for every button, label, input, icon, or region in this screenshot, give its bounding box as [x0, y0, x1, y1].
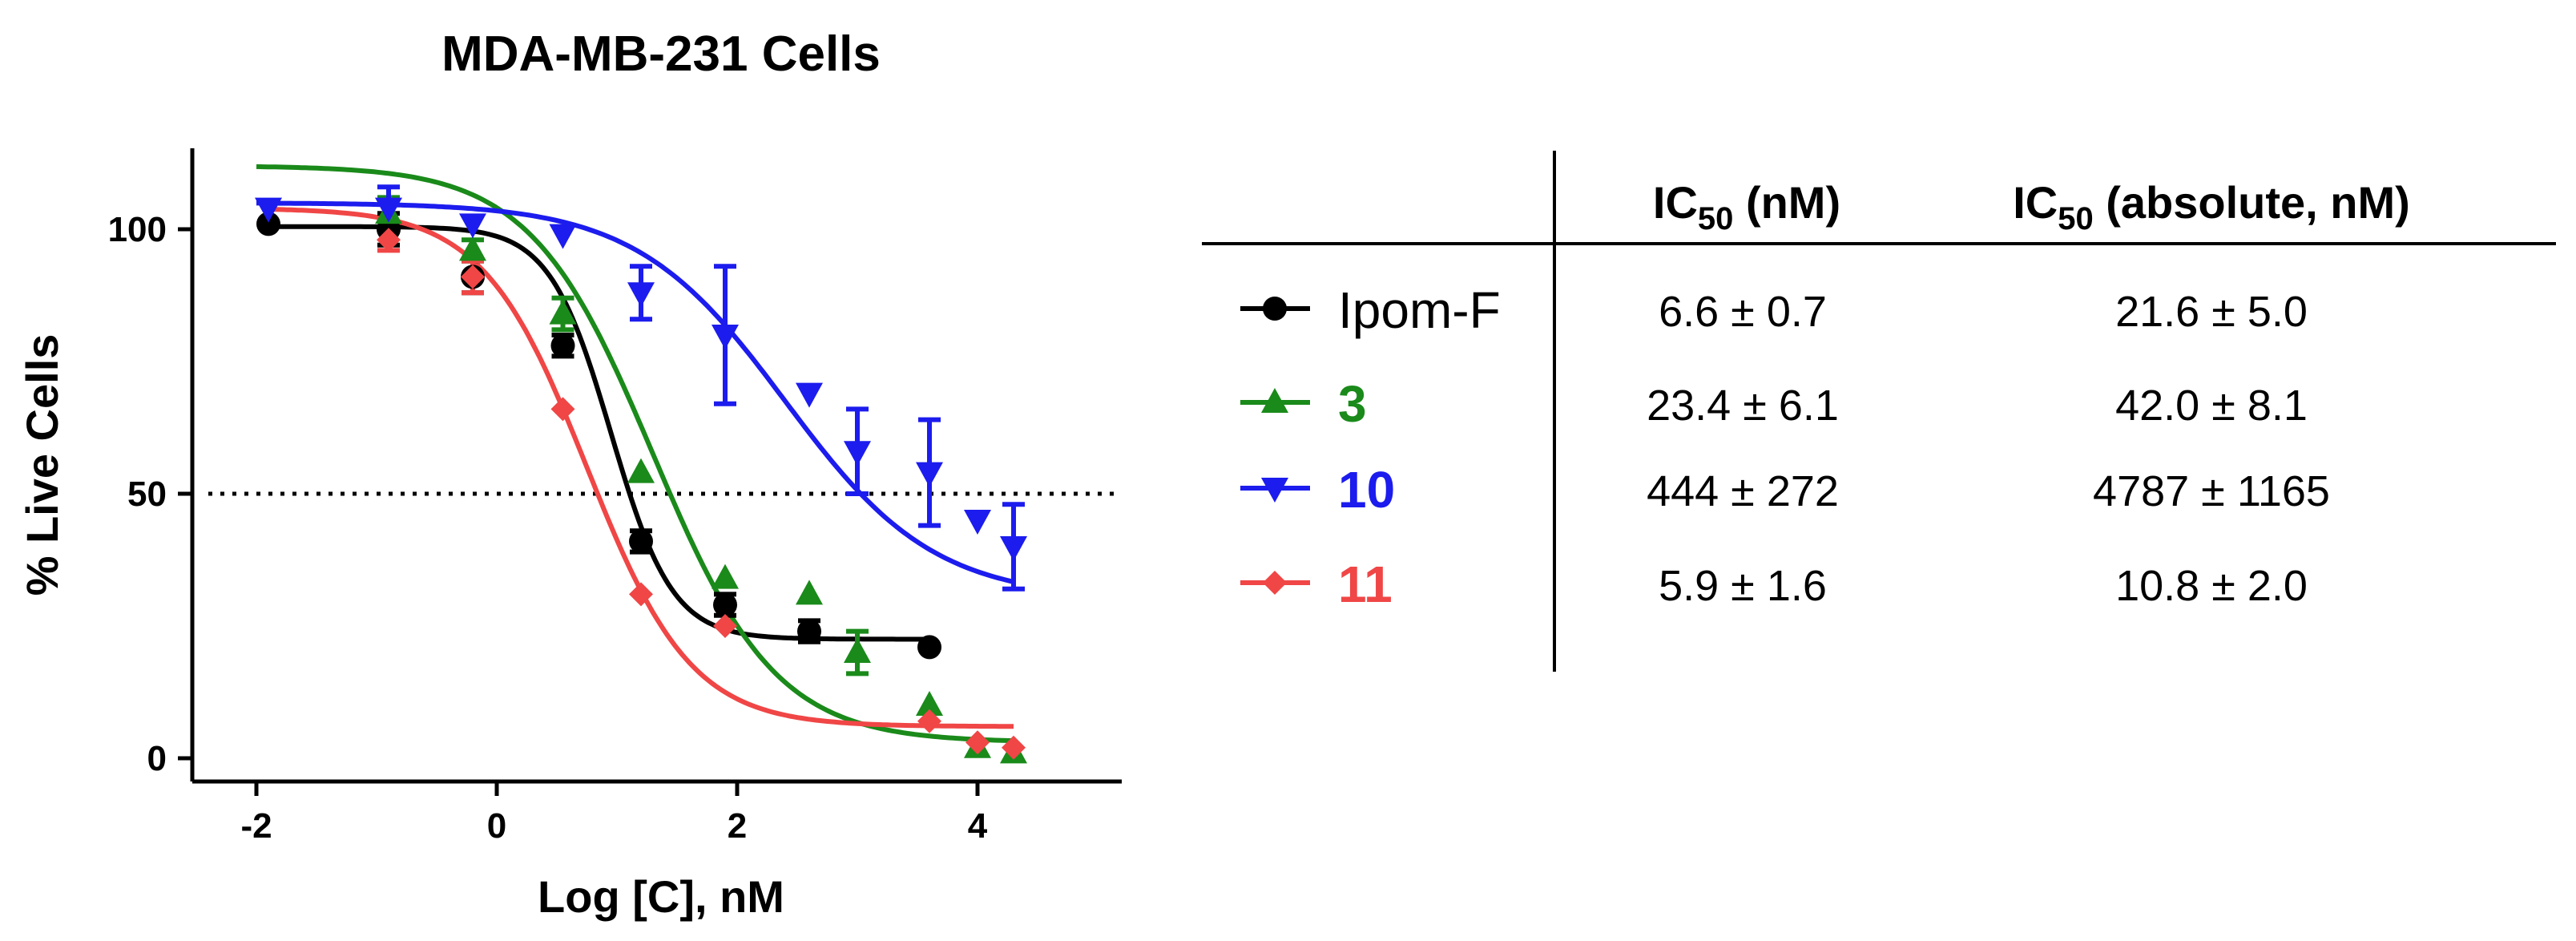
header-abs-sub: 50: [2058, 201, 2094, 236]
y-axis-label: % Live Cells: [17, 334, 67, 596]
legend-row-10: 10 444 ± 272 4787 ± 1165: [1240, 461, 2330, 519]
x-axis-label: Log [C], nM: [538, 871, 784, 922]
data-point-3: [549, 299, 577, 325]
ic50-absolute-value-ipom-f: 21.6 ± 5.0: [2115, 288, 2308, 336]
fit-curve-3: [256, 164, 1014, 744]
x-tick-label: 0: [487, 806, 506, 846]
legend-row-ipom-f: Ipom-F 6.6 ± 0.7 21.6 ± 5.0: [1240, 281, 2308, 339]
data-point-3: [712, 563, 739, 589]
ic50-value-ipom-f: 6.6 ± 0.7: [1659, 288, 1827, 336]
data-point-3: [844, 638, 871, 663]
legend-label-10: 10: [1338, 461, 1395, 519]
data-point-10: [796, 382, 823, 408]
data-point-11: [629, 582, 653, 607]
legend-row-11: 11 5.9 ± 1.6 10.8 ± 2.0: [1240, 555, 2308, 613]
x-tick-label: -2: [240, 806, 272, 846]
y-tick-label: 50: [127, 475, 167, 514]
header-ic50: IC50 (nM): [1653, 177, 1840, 236]
ic50-value-3: 23.4 ± 6.1: [1647, 382, 1839, 430]
chart-title: MDA-MB-231 Cells: [441, 26, 881, 82]
ic50-absolute-value-10: 4787 ± 1165: [2093, 467, 2330, 515]
legend-marker-ipom-f: [1263, 297, 1287, 321]
data-point-10: [844, 441, 871, 466]
chart-axes: [190, 148, 1122, 784]
data-point-3: [459, 236, 486, 261]
data-point-ipom-f: [629, 529, 653, 554]
legend-label-11: 11: [1338, 555, 1393, 613]
fit-curves: [256, 164, 1014, 744]
legend-marker-3: [1261, 388, 1288, 413]
data-point-10: [964, 510, 991, 535]
data-point-11: [917, 709, 941, 733]
data-point-ipom-f: [256, 212, 280, 236]
data-point-ipom-f: [713, 592, 737, 617]
data-point-10: [549, 224, 577, 249]
data-point-11: [550, 397, 575, 422]
data-point-11: [461, 265, 485, 289]
legend-marker-10: [1261, 478, 1288, 503]
fit-curve-10: [256, 200, 1014, 584]
legend-marker-11: [1263, 571, 1287, 595]
data-point-11: [1002, 735, 1026, 760]
header-abs-suffix: (absolute, nM): [2094, 177, 2410, 228]
x-tick-label: 2: [728, 806, 747, 846]
data-point-11: [713, 614, 737, 638]
ic50-absolute-value-3: 42.0 ± 8.1: [2115, 382, 2308, 430]
header-ic50-sub: 50: [1698, 201, 1734, 236]
x-tick-label: 4: [968, 806, 988, 846]
data-point-11: [965, 730, 990, 755]
data-point-ipom-f: [797, 619, 821, 644]
data-points: [255, 197, 1027, 764]
data-point-ipom-f: [550, 333, 575, 358]
data-point-3: [796, 580, 823, 605]
ic50-value-11: 5.9 ± 1.6: [1659, 562, 1827, 610]
y-tick-label: 100: [108, 210, 167, 249]
y-tick-label: 0: [147, 739, 167, 778]
header-ic50-base: IC: [1653, 177, 1698, 228]
legend-rows: Ipom-F 6.6 ± 0.7 21.6 ± 5.0 3 23.4 ± 6.1 42.0…: [1240, 281, 2330, 613]
fit-curve-ipom-f: [268, 224, 929, 642]
data-point-10: [459, 213, 486, 239]
data-point-3: [916, 691, 943, 716]
ic50-table: IC50 (nM) IC50 (absolute, nM) Ipom-F 6.6 …: [1202, 151, 2556, 672]
data-point-10: [627, 282, 655, 308]
header-ic50-absolute: IC50 (absolute, nM): [2013, 177, 2410, 236]
legend-label-3: 3: [1338, 375, 1367, 433]
data-point-10: [712, 325, 739, 349]
data-point-11: [377, 228, 401, 252]
legend-label-ipom-f: Ipom-F: [1338, 281, 1501, 339]
header-ic50-suffix: (nM): [1733, 177, 1840, 228]
data-point-10: [375, 197, 402, 223]
ic50-absolute-value-11: 10.8 ± 2.0: [2115, 562, 2308, 610]
header-abs-base: IC: [2013, 177, 2058, 228]
data-point-ipom-f: [917, 635, 941, 660]
ic50-value-10: 444 ± 272: [1647, 467, 1839, 515]
data-point-10: [1000, 536, 1027, 561]
data-point-10: [916, 462, 943, 487]
legend-row-3: 3 23.4 ± 6.1 42.0 ± 8.1: [1240, 375, 2308, 433]
data-point-10: [255, 197, 282, 223]
tick-group: 0 50 100 -2 0 2 4: [108, 210, 988, 846]
data-point-3: [627, 458, 655, 483]
